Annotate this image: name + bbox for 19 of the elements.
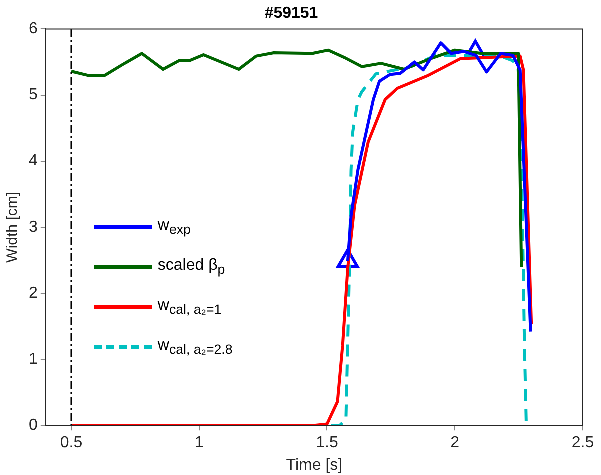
x-tick-label: 1.5 [316, 434, 338, 452]
y-tick-label: 4 [28, 152, 38, 170]
legend-label: w$_{cal, a₂=2.8}$ [158, 337, 233, 358]
x-axis-title: Time [s] [286, 456, 343, 474]
y-tick-label: 6 [28, 20, 38, 38]
y-tick-label: 2 [28, 284, 38, 302]
legend-label: scaled β$_{p}$ [158, 257, 226, 278]
y-tick-label: 3 [28, 218, 38, 236]
x-tick-label: 2.5 [572, 434, 594, 452]
x-tick-label: 0.5 [60, 434, 83, 452]
legend-label: w$_{exp}$ [158, 217, 191, 238]
x-tick-label: 2 [450, 434, 460, 452]
y-tick-label: 0 [28, 417, 38, 434]
y-tick-label: 5 [28, 86, 38, 104]
x-tick-label: 1 [194, 434, 204, 452]
legend-label: w$_{cal, a₂=1}$ [158, 297, 222, 318]
y-tick-label: 1 [28, 350, 38, 368]
chart-title: #59151 [264, 5, 318, 22]
y-axis-title: Width [cm] [4, 192, 22, 263]
